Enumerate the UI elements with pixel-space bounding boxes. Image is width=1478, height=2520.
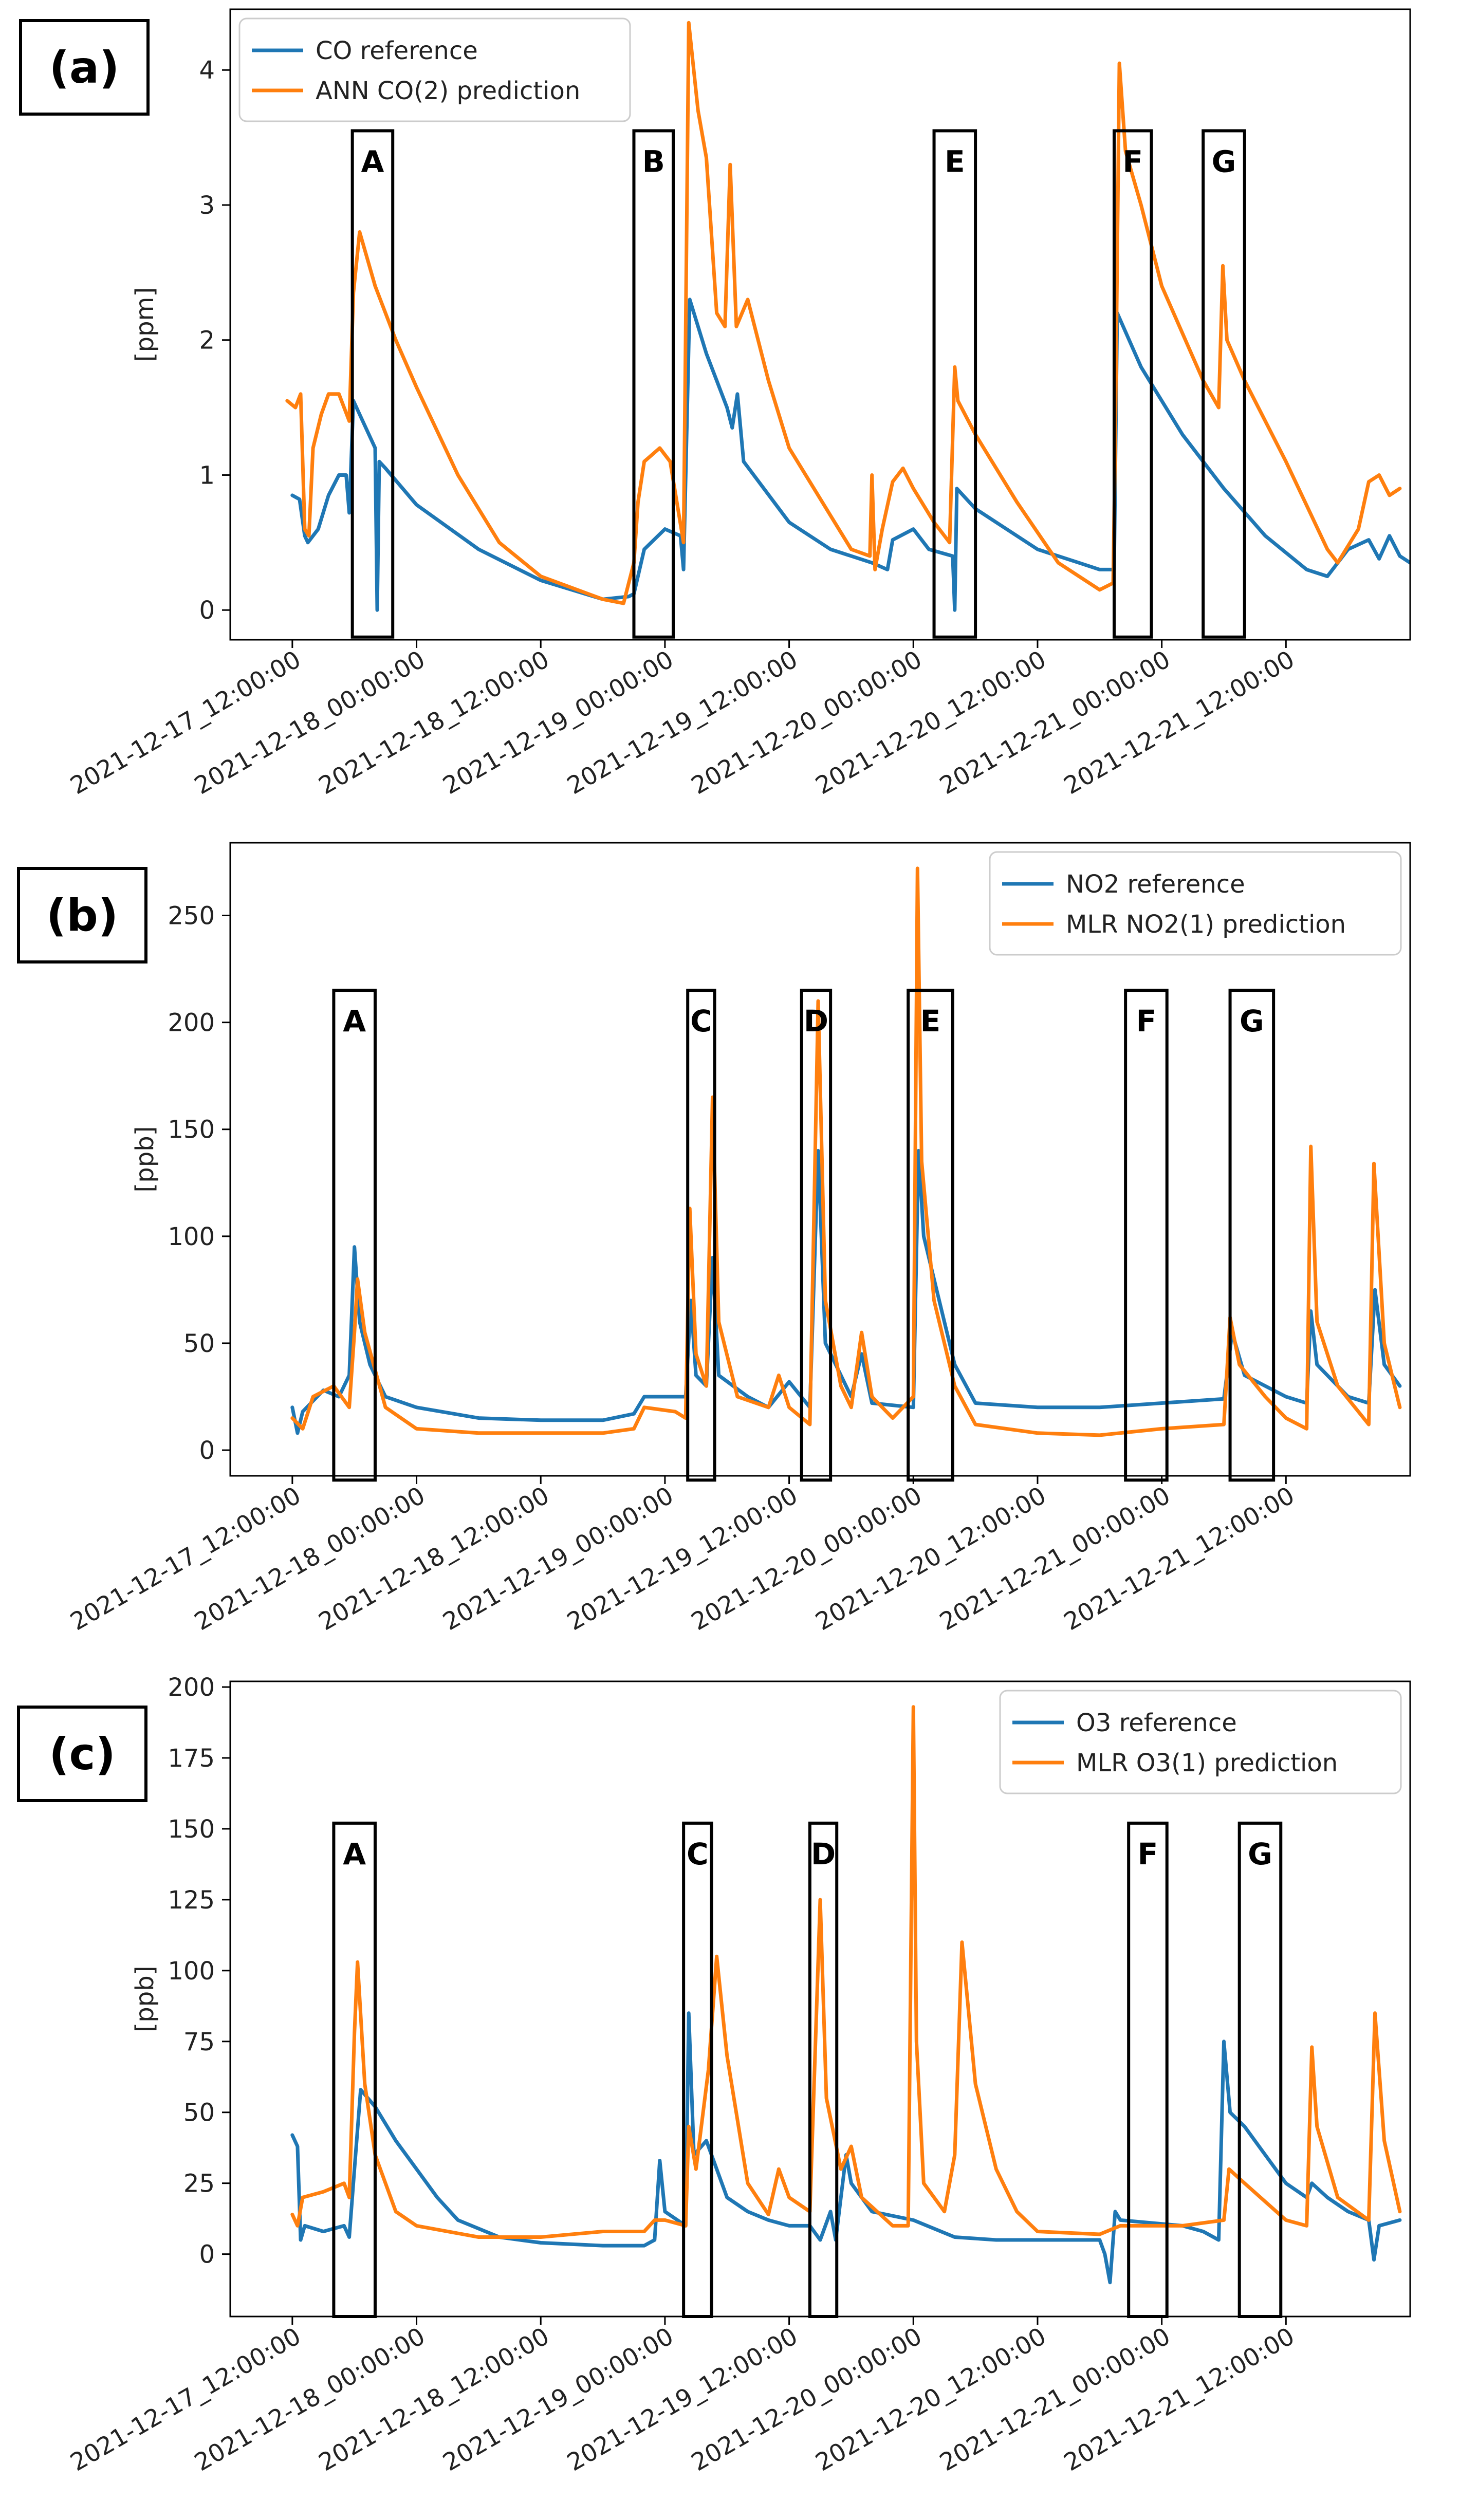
y-tick-label: 175	[168, 1744, 215, 1773]
event-label-D: D	[804, 1004, 828, 1039]
event-label-A: A	[343, 1837, 366, 1872]
event-label-A: A	[361, 144, 384, 179]
y-tick-label: 0	[199, 596, 215, 625]
panel-tag-box	[17, 867, 147, 963]
legend-entry-prediction: MLR NO2(1) prediction	[1066, 910, 1346, 939]
y-tick-label: 25	[183, 2170, 215, 2198]
event-label-E: E	[920, 1004, 941, 1039]
event-label-C: C	[687, 1837, 709, 1872]
y-tick-label: 250	[168, 902, 215, 931]
series-line-prediction	[285, 21, 1402, 605]
event-box-D	[800, 989, 833, 1482]
event-box-A	[350, 129, 395, 639]
series-line-reference	[290, 298, 1410, 612]
event-label-F: F	[1138, 1837, 1158, 1872]
panel-tag-label: (c)	[49, 1729, 116, 1780]
event-label-G: G	[1240, 1004, 1264, 1039]
y-tick-label: 200	[168, 1673, 215, 1702]
event-label-G: G	[1212, 144, 1236, 179]
axes-frame	[229, 8, 1411, 641]
y-tick-label: 150	[168, 1815, 215, 1844]
event-box-F	[1124, 989, 1169, 1482]
event-label-B: B	[642, 144, 665, 179]
panel-tag-label: (b)	[46, 890, 118, 941]
event-box-A	[332, 989, 377, 1482]
event-box-G	[1202, 129, 1246, 639]
series-line-prediction	[290, 1705, 1402, 2239]
event-label-F: F	[1122, 144, 1143, 179]
y-tick-label: 50	[183, 2099, 215, 2127]
event-label-A: A	[343, 1004, 366, 1039]
y-tick-label: 100	[168, 1222, 215, 1251]
event-box-G	[1228, 989, 1276, 1482]
series-line-prediction	[290, 866, 1402, 1437]
series-line-reference	[290, 2011, 1402, 2285]
panel-tag-box	[19, 19, 150, 116]
legend-entry-reference: O3 reference	[1076, 1709, 1237, 1737]
y-tick-label: 150	[168, 1116, 215, 1144]
panel-tag-label: (a)	[49, 42, 120, 94]
event-label-E: E	[945, 144, 965, 179]
y-axis-label: [ppb]	[131, 1966, 159, 2032]
event-label-G: G	[1248, 1837, 1272, 1872]
legend-box	[238, 17, 631, 122]
y-tick-label: 0	[199, 1436, 215, 1465]
y-tick-label: 125	[168, 1886, 215, 1915]
axes-frame	[229, 842, 1411, 1477]
y-tick-label: 2	[199, 326, 215, 355]
event-label-C: C	[690, 1004, 712, 1039]
y-tick-label: 4	[199, 56, 215, 85]
legend-box	[999, 1690, 1402, 1794]
event-label-F: F	[1136, 1004, 1157, 1039]
legend-entry-prediction: MLR O3(1) prediction	[1076, 1749, 1338, 1777]
legend-entry-reference: CO reference	[316, 36, 478, 65]
event-box-E	[932, 129, 977, 639]
event-box-B	[632, 129, 675, 639]
y-tick-label: 1	[199, 461, 215, 490]
y-axis-label: [ppm]	[131, 287, 159, 362]
y-tick-label: 50	[183, 1329, 215, 1358]
panel-tag-box	[17, 1706, 147, 1802]
event-box-C	[686, 989, 716, 1482]
event-label-D: D	[811, 1837, 836, 1872]
event-box-E	[907, 989, 954, 1482]
axes-frame	[229, 1680, 1411, 2318]
legend-entry-prediction: ANN CO(2) prediction	[316, 77, 580, 105]
legend-entry-reference: NO2 reference	[1066, 870, 1245, 899]
event-box-F	[1112, 129, 1153, 639]
y-tick-label: 100	[168, 1957, 215, 1986]
y-tick-label: 0	[199, 2240, 215, 2269]
y-tick-label: 75	[183, 2028, 215, 2056]
y-axis-label: [ppb]	[131, 1126, 159, 1193]
y-tick-label: 200	[168, 1009, 215, 1037]
legend-box	[989, 851, 1402, 956]
y-tick-label: 3	[199, 191, 215, 220]
